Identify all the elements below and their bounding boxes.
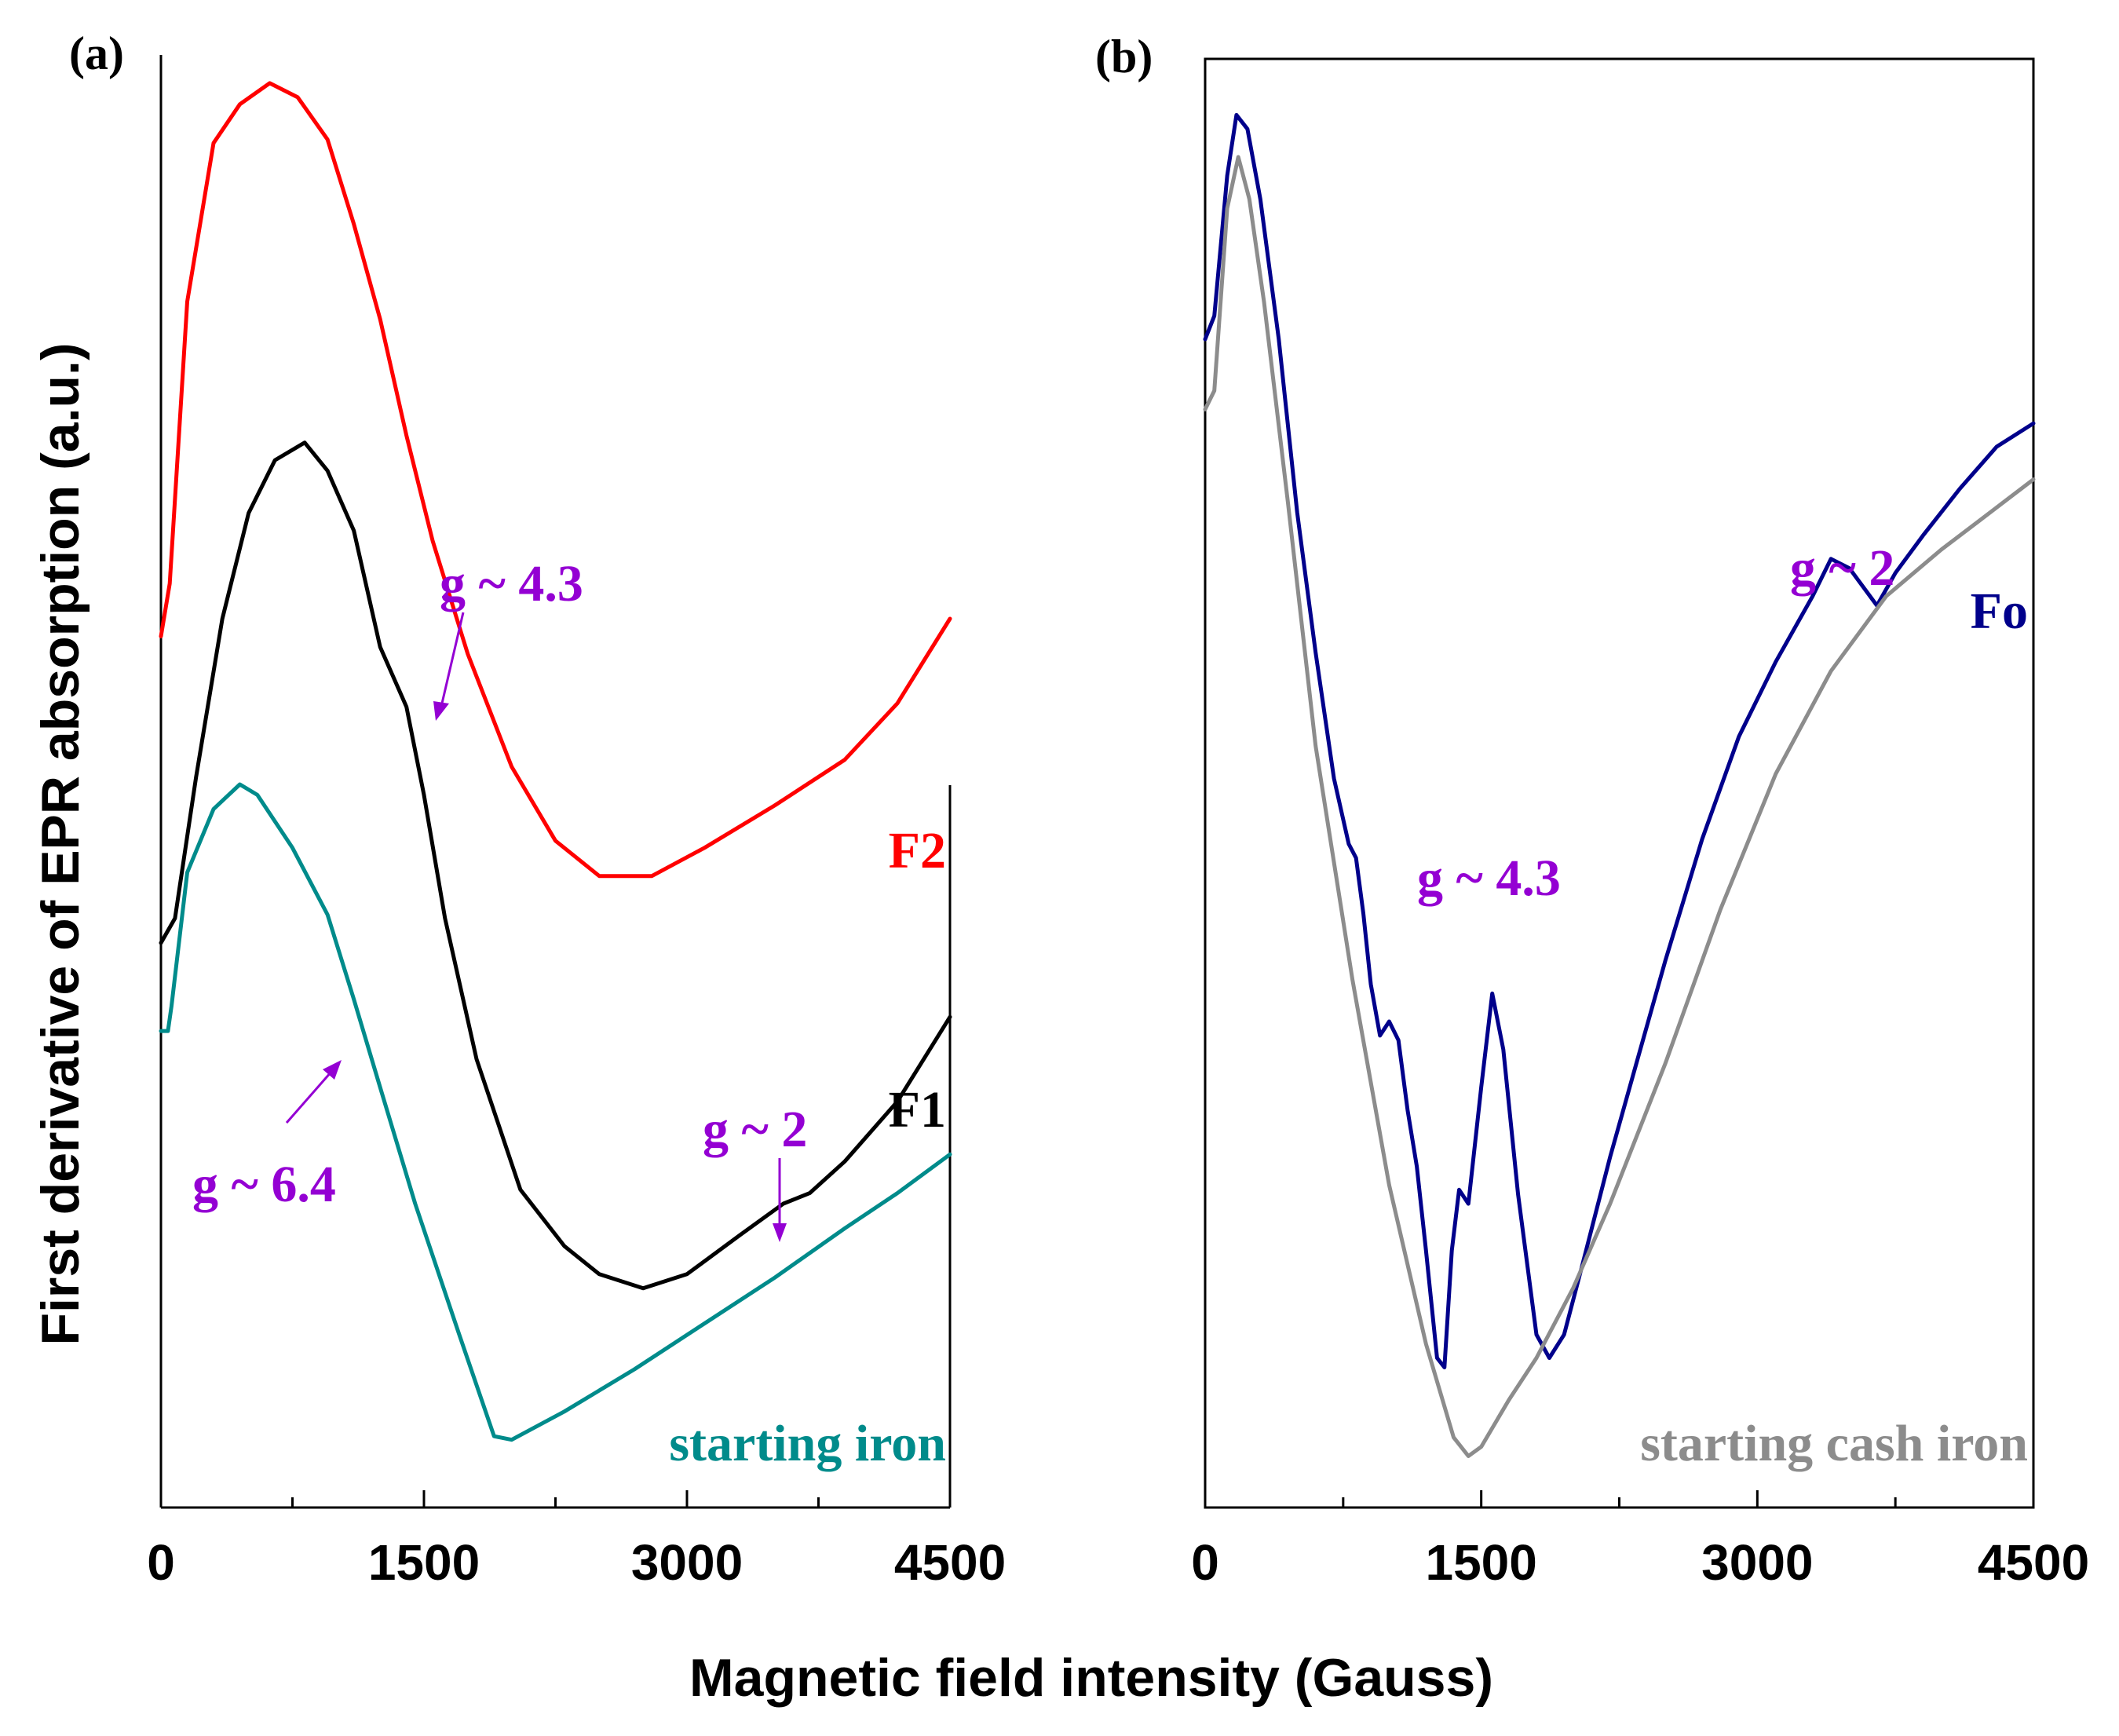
arrow-g-4-3-a [433,612,465,721]
panel-label-a: (a) [69,27,124,79]
panel-b-series [1203,112,2036,1458]
panel-b-frame [1204,57,2035,1509]
annotation-g-6-4: g ~ 6.4 [192,1156,336,1213]
arrow-g-2-a [773,1158,787,1242]
annotation-g-2-a: g ~ 2 [703,1101,807,1158]
panel-a-series [159,81,952,1442]
series-line-fo [1203,112,2036,1369]
series-line-starting-iron [159,782,952,1442]
series-label-starting-iron: starting iron [669,1415,946,1472]
series-label-Fo: Fo [1971,583,2028,640]
panel-a-x-ticks: 0 1500 3000 4500 [147,1490,1006,1591]
x-tick-label: 3000 [631,1534,743,1591]
x-tick-label: 1500 [1425,1534,1536,1591]
x-tick-label: 3000 [1701,1534,1813,1591]
series-line-starting-cash-iron [1203,155,2036,1458]
series-line-f2 [159,81,952,879]
series-line-f1 [159,440,952,1291]
annotation-g-2-b: g ~ 2 [1790,539,1894,597]
y-axis-title: First derivative of EPR absorption (a.u.… [31,342,90,1345]
x-tick-label: 4500 [1978,1534,2089,1591]
x-tick-label: 0 [147,1534,175,1591]
panel-b-x-ticks: 0 1500 3000 4500 [1191,1490,2089,1591]
x-tick-label: 4500 [894,1534,1006,1591]
arrow-g-6-4 [285,1060,342,1124]
annotation-g-4-3-a: g ~ 4.3 [440,555,583,612]
series-label-F1: F1 [889,1081,946,1138]
x-tick-label: 1500 [368,1534,480,1591]
series-label-starting-cash-iron: starting cash iron [1640,1415,2028,1472]
panel-a: (a) 0 1500 3000 4500 F2 F1 starting iron g … [69,27,1006,1591]
x-axis-title: Magnetic field intensity (Gauss) [689,1648,1493,1708]
panel-label-b: (b) [1095,31,1153,82]
x-tick-label: 0 [1191,1534,1219,1591]
annotation-g-4-3-b: g ~ 4.3 [1417,850,1561,907]
series-label-F2: F2 [889,822,946,879]
panel-b: (b) 0 1500 3000 4500 Fo starting cash iron … [1095,31,2089,1591]
